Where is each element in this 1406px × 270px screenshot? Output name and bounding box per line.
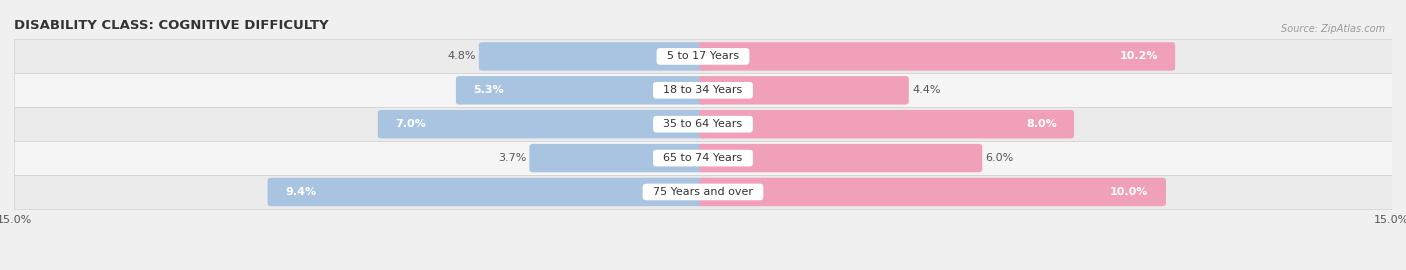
- Bar: [14, 107, 1392, 141]
- Text: DISABILITY CLASS: COGNITIVE DIFFICULTY: DISABILITY CLASS: COGNITIVE DIFFICULTY: [14, 19, 329, 32]
- FancyBboxPatch shape: [530, 144, 707, 172]
- Text: 3.7%: 3.7%: [498, 153, 526, 163]
- Bar: [14, 141, 1392, 175]
- Text: 65 to 74 Years: 65 to 74 Years: [657, 153, 749, 163]
- Text: 9.4%: 9.4%: [285, 187, 316, 197]
- Bar: [14, 39, 1392, 73]
- Bar: [14, 73, 1392, 107]
- FancyBboxPatch shape: [699, 110, 1074, 139]
- Text: 8.0%: 8.0%: [1026, 119, 1057, 129]
- FancyBboxPatch shape: [378, 110, 707, 139]
- Text: 75 Years and over: 75 Years and over: [645, 187, 761, 197]
- Bar: [14, 175, 1392, 209]
- Text: 4.4%: 4.4%: [912, 85, 941, 95]
- Text: 10.2%: 10.2%: [1119, 52, 1157, 62]
- Legend: Male, Female: Male, Female: [641, 265, 765, 270]
- Text: 6.0%: 6.0%: [986, 153, 1014, 163]
- Text: 5.3%: 5.3%: [474, 85, 503, 95]
- Text: 35 to 64 Years: 35 to 64 Years: [657, 119, 749, 129]
- Text: 18 to 34 Years: 18 to 34 Years: [657, 85, 749, 95]
- Text: 5 to 17 Years: 5 to 17 Years: [659, 52, 747, 62]
- FancyBboxPatch shape: [699, 144, 983, 172]
- FancyBboxPatch shape: [479, 42, 707, 71]
- Text: 10.0%: 10.0%: [1111, 187, 1149, 197]
- Text: 7.0%: 7.0%: [395, 119, 426, 129]
- FancyBboxPatch shape: [699, 178, 1166, 206]
- FancyBboxPatch shape: [699, 76, 908, 104]
- FancyBboxPatch shape: [699, 42, 1175, 71]
- FancyBboxPatch shape: [267, 178, 707, 206]
- Text: 4.8%: 4.8%: [447, 52, 475, 62]
- FancyBboxPatch shape: [456, 76, 707, 104]
- Text: Source: ZipAtlas.com: Source: ZipAtlas.com: [1281, 24, 1385, 34]
